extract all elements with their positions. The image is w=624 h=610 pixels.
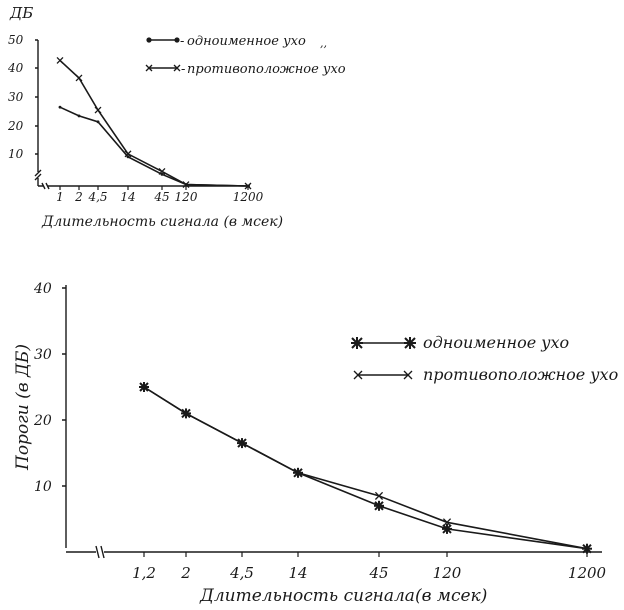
bottom-ytick: 10 [34, 479, 52, 495]
top-x-ticks: 1 2 4,5 14 45 120 1200 [56, 186, 264, 204]
top-y-ticks [35, 39, 38, 155]
data-point-star [442, 523, 452, 534]
data-point-dot [77, 114, 81, 118]
series-line [59, 106, 249, 187]
bottom-x-axis [66, 545, 602, 559]
top-xlabel: Длительность сигнала (в мсек) [41, 214, 283, 230]
legend-marker-dot [146, 37, 152, 43]
series-line [143, 386, 588, 550]
data-point-cross [139, 382, 149, 392]
x-tick-label: 45 [153, 190, 169, 204]
data-point-cross [94, 106, 102, 114]
data-point-dot [160, 172, 164, 176]
legend-marker-star [351, 337, 416, 349]
x-tick-label: 1 [56, 190, 64, 204]
top-ytick: 30 [8, 90, 24, 104]
x-tick-label: 14 [288, 564, 307, 582]
top-ytick: 50 [8, 33, 24, 47]
bottom-chart: 40 30 20 10 Пороги (в ДБ) 1,2 2 4,5 14 45 120… [13, 281, 618, 606]
data-point-cross [582, 544, 592, 553]
bottom-ytick: 40 [33, 281, 52, 297]
top-x-axis [38, 182, 250, 190]
data-point-dot [126, 155, 130, 159]
series-line [143, 386, 588, 550]
top-ytick: 10 [8, 147, 24, 161]
x-tick-label: 1,2 [132, 564, 156, 582]
bottom-x-ticks: 1,2 2 4,5 14 45 120 1200 [132, 552, 607, 582]
legend-dash: - [180, 34, 184, 49]
x-tick-label: 120 [433, 564, 462, 582]
bottom-y-ticks [62, 287, 66, 487]
top-ylabel: ДБ [9, 4, 33, 22]
legend-label-opposite-ear: противоположное ухо [423, 365, 618, 384]
data-point-dot [96, 120, 100, 124]
bottom-ytick: 20 [33, 413, 52, 429]
legend-dash: - [181, 62, 185, 77]
legend-label-opposite-ear: противоположное ухо [187, 62, 346, 77]
data-point-star [374, 500, 384, 511]
x-tick-label: 2 [74, 190, 83, 204]
x-tick-label: 45 [368, 564, 388, 582]
data-point-cross [181, 409, 191, 418]
top-ytick: 40 [7, 61, 24, 75]
series-line [59, 59, 249, 187]
legend-marker-cross [353, 370, 413, 380]
legend-label-same-ear: одноименное ухо [423, 333, 569, 352]
x-tick-label: 14 [120, 190, 135, 204]
x-tick-label: 1200 [233, 190, 264, 204]
data-point-cross [158, 167, 166, 175]
data-point-cross [244, 182, 252, 190]
data-point-cross [374, 491, 384, 500]
top-legend: - одноименное ухо ,, - противоположное у… [145, 34, 346, 77]
bottom-series [139, 382, 592, 554]
top-y-axis [34, 40, 42, 186]
data-point-cross [124, 150, 132, 158]
top-chart: ДБ 50 40 30 20 10 1 2 4,5 14 45 120 1200 - одн… [7, 4, 346, 230]
x-tick-label: 4,5 [229, 564, 254, 582]
data-point-cross [442, 518, 452, 527]
legend-label-same-ear: одноименное ухо [187, 34, 306, 49]
bottom-ytick: 30 [34, 347, 52, 363]
legend-marker-cross [145, 64, 181, 72]
x-tick-label: 4,5 [87, 190, 107, 204]
legend-extra-mark: ,, [320, 37, 327, 50]
x-tick-label: 1200 [568, 564, 607, 582]
legend-marker-dot [174, 37, 180, 43]
x-tick-label: 120 [175, 190, 198, 204]
bottom-xlabel: Длительность сигнала(в мсек) [199, 586, 487, 606]
top-ytick: 20 [7, 119, 24, 133]
x-tick-label: 2 [180, 564, 191, 582]
data-point-cross [237, 439, 247, 448]
data-point-cross [182, 181, 190, 188]
data-point-cross [293, 468, 303, 477]
data-point-cross [56, 56, 64, 64]
data-point-dot [58, 105, 62, 109]
bottom-legend: одноименное ухо противоположное ухо [351, 333, 618, 384]
data-point-cross [75, 74, 83, 82]
top-series [56, 56, 252, 190]
bottom-ylabel: Пороги (в ДБ) [13, 344, 33, 471]
